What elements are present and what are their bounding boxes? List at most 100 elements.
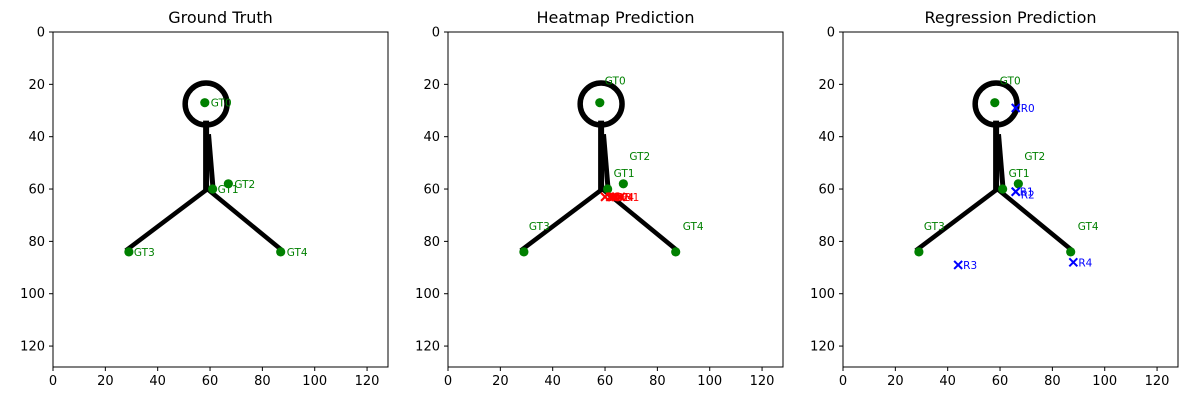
point-label-h3: H3 bbox=[617, 192, 632, 204]
point-label-gt0: GT0 bbox=[211, 98, 232, 110]
point-gt3 bbox=[124, 247, 134, 257]
y-tick-label: 20 bbox=[28, 78, 45, 93]
point-gt4 bbox=[276, 247, 286, 257]
x-tick-label: 60 bbox=[597, 374, 614, 389]
y-tick-label: 0 bbox=[37, 26, 45, 41]
point-gt4 bbox=[671, 247, 681, 257]
stick-figure-stroke bbox=[996, 133, 1006, 187]
stick-figure-stroke bbox=[601, 133, 611, 187]
point-label-gt1: GT1 bbox=[1009, 168, 1030, 180]
y-tick-label: 40 bbox=[28, 130, 45, 145]
point-label-h1: H1 bbox=[625, 192, 640, 204]
x-tick-label: 80 bbox=[649, 374, 666, 389]
x-marker-stroke bbox=[608, 192, 618, 202]
x-tick-label: 80 bbox=[1044, 374, 1061, 389]
point-gt4 bbox=[1066, 247, 1076, 257]
y-tick-label: 40 bbox=[818, 130, 835, 145]
point-gt3 bbox=[519, 247, 529, 257]
point-label-r0: R0 bbox=[1021, 103, 1035, 115]
x-tick-label: 100 bbox=[697, 374, 722, 389]
x-tick-label: 100 bbox=[1092, 374, 1117, 389]
point-h4 bbox=[610, 192, 621, 202]
y-tick-label: 20 bbox=[818, 78, 835, 93]
point-label-gt3: GT3 bbox=[924, 221, 945, 233]
point-gt1 bbox=[998, 184, 1008, 194]
y-tick-label: 100 bbox=[20, 287, 45, 302]
x-tick-label: 20 bbox=[97, 374, 114, 389]
point-label-r3: R3 bbox=[963, 260, 977, 272]
point-gt2 bbox=[1013, 179, 1023, 189]
panel-1: Ground Truth 0 20 40 60 80 100 120 0 20 40 60 80 100 1… bbox=[20, 8, 389, 389]
panel-title: Ground Truth bbox=[168, 8, 273, 27]
point-gt2 bbox=[223, 179, 233, 189]
x-tick-label: 100 bbox=[302, 374, 327, 389]
x-marker-stroke bbox=[953, 260, 963, 270]
x-tick-label: 0 bbox=[49, 374, 57, 389]
stick-figure-stroke bbox=[914, 185, 1001, 253]
point-gt0 bbox=[990, 98, 1000, 108]
x-tick-label: 0 bbox=[839, 374, 847, 389]
x-tick-label: 80 bbox=[254, 374, 271, 389]
y-tick-label: 80 bbox=[28, 235, 45, 250]
point-h3 bbox=[608, 192, 618, 202]
point-gt3 bbox=[914, 247, 924, 257]
point-label-h4: H4 bbox=[620, 192, 635, 204]
x-marker-stroke bbox=[1011, 186, 1021, 197]
panel-title: Regression Prediction bbox=[924, 8, 1096, 27]
point-label-r4: R4 bbox=[1078, 257, 1092, 269]
y-tick-label: 60 bbox=[423, 183, 440, 198]
point-label-gt3: GT3 bbox=[134, 247, 155, 259]
y-tick-label: 20 bbox=[423, 78, 440, 93]
y-tick-label: 80 bbox=[423, 235, 440, 250]
x-tick-label: 40 bbox=[939, 374, 956, 389]
y-tick-label: 120 bbox=[20, 340, 45, 355]
x-tick-label: 60 bbox=[202, 374, 219, 389]
point-label-gt3: GT3 bbox=[529, 221, 550, 233]
point-label-gt4: GT4 bbox=[287, 247, 308, 259]
point-gt0 bbox=[200, 98, 210, 108]
stick-figure-stroke bbox=[124, 185, 211, 253]
x-tick-label: 20 bbox=[492, 374, 509, 389]
point-gt2 bbox=[618, 179, 628, 189]
x-tick-label: 120 bbox=[355, 374, 380, 389]
x-tick-label: 60 bbox=[992, 374, 1009, 389]
y-tick-label: 40 bbox=[423, 130, 440, 145]
y-tick-label: 60 bbox=[28, 183, 45, 198]
y-tick-label: 100 bbox=[415, 287, 440, 302]
y-tick-label: 0 bbox=[827, 26, 835, 41]
point-label-gt4: GT4 bbox=[683, 221, 704, 233]
stick-figure-stroke bbox=[206, 133, 216, 187]
x-tick-label: 120 bbox=[750, 374, 775, 389]
panel-2: Heatmap Prediction 0 20 40 60 80 100 120 0 20 40 60… bbox=[415, 8, 784, 389]
y-tick-label: 0 bbox=[432, 26, 440, 41]
panel-3: Regression Prediction 0 20 40 60 80 100 120 0 20 4… bbox=[810, 8, 1179, 389]
x-tick-label: 0 bbox=[444, 374, 452, 389]
point-label-gt2: GT2 bbox=[234, 179, 255, 191]
point-label-gt2: GT2 bbox=[1024, 151, 1045, 163]
point-gt1 bbox=[603, 184, 613, 194]
y-tick-label: 60 bbox=[818, 183, 835, 198]
point-label-gt2: GT2 bbox=[629, 151, 650, 163]
x-marker-stroke bbox=[1068, 257, 1079, 268]
x-tick-label: 40 bbox=[544, 374, 561, 389]
x-marker-stroke bbox=[610, 192, 621, 202]
y-tick-label: 120 bbox=[810, 340, 835, 355]
stick-figure-stroke bbox=[519, 185, 606, 253]
y-tick-label: 80 bbox=[818, 235, 835, 250]
stick-figure-stroke bbox=[994, 185, 1074, 253]
point-r3 bbox=[953, 260, 963, 270]
point-gt1 bbox=[208, 184, 218, 194]
point-label-gt1: GT1 bbox=[218, 184, 239, 196]
y-tick-label: 120 bbox=[415, 340, 440, 355]
y-tick-label: 100 bbox=[810, 287, 835, 302]
point-label-gt4: GT4 bbox=[1078, 221, 1099, 233]
point-label-gt1: GT1 bbox=[614, 168, 635, 180]
x-tick-label: 40 bbox=[149, 374, 166, 389]
x-tick-label: 20 bbox=[887, 374, 904, 389]
point-label-r2: R2 bbox=[1021, 190, 1035, 202]
point-label-r1: R1 bbox=[1020, 187, 1034, 199]
x-marker-stroke bbox=[1011, 103, 1021, 113]
point-r4 bbox=[1068, 257, 1079, 268]
point-label-gt0: GT0 bbox=[1000, 76, 1021, 88]
